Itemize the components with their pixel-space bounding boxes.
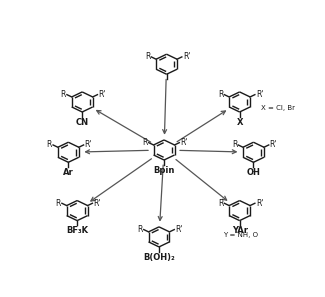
Text: X = Cl, Br: X = Cl, Br bbox=[261, 105, 294, 111]
Text: R': R' bbox=[256, 199, 263, 208]
Text: R': R' bbox=[93, 199, 101, 208]
Text: BF₃K: BF₃K bbox=[66, 226, 88, 235]
Text: R: R bbox=[137, 225, 143, 234]
Text: OH: OH bbox=[247, 168, 260, 177]
Text: Ar: Ar bbox=[63, 168, 74, 177]
Text: X: X bbox=[236, 118, 243, 127]
Text: CN: CN bbox=[76, 118, 89, 127]
Text: R: R bbox=[60, 90, 66, 99]
Text: R: R bbox=[142, 138, 148, 147]
Text: B(OH)₂: B(OH)₂ bbox=[143, 253, 175, 262]
Text: R': R' bbox=[270, 140, 277, 149]
Text: Bpin: Bpin bbox=[153, 166, 175, 175]
Text: YAr: YAr bbox=[232, 226, 248, 235]
Text: R': R' bbox=[180, 138, 188, 147]
Text: R': R' bbox=[84, 140, 92, 149]
Text: R: R bbox=[218, 199, 223, 208]
Text: R: R bbox=[145, 52, 150, 61]
Text: R: R bbox=[218, 90, 223, 99]
Text: R: R bbox=[232, 140, 237, 149]
Text: R': R' bbox=[183, 52, 190, 61]
Text: R': R' bbox=[98, 90, 106, 99]
Text: R': R' bbox=[175, 225, 183, 234]
Text: R: R bbox=[56, 199, 61, 208]
Text: Y = NH, O: Y = NH, O bbox=[223, 232, 258, 238]
Text: R': R' bbox=[256, 90, 263, 99]
Text: R: R bbox=[47, 140, 52, 149]
